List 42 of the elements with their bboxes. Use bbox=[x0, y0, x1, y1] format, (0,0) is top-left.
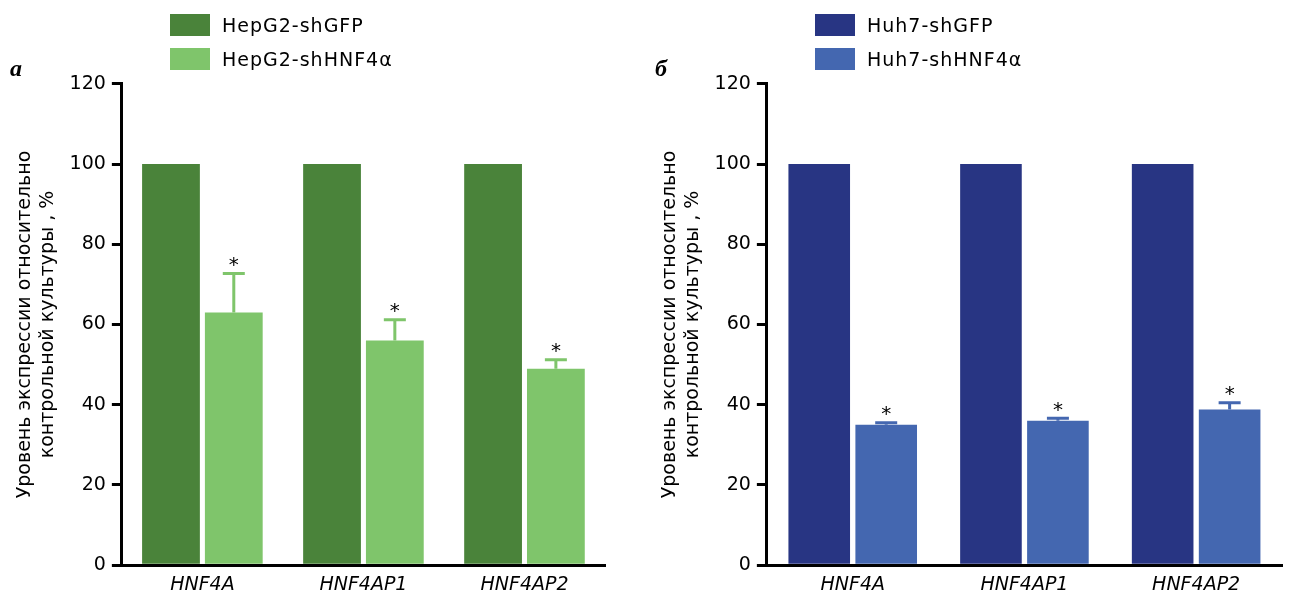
y-tick-label: 0 bbox=[93, 552, 106, 575]
y-tick-label: 100 bbox=[69, 150, 106, 173]
bar bbox=[960, 164, 1022, 564]
data-label: * bbox=[228, 251, 239, 276]
bar bbox=[1027, 420, 1089, 564]
chart-title: а bbox=[10, 54, 22, 81]
y-tick-label: 0 bbox=[738, 552, 751, 575]
data-label: * bbox=[1224, 380, 1235, 405]
y-tick-label: 20 bbox=[81, 471, 106, 494]
y-tick-label: 80 bbox=[726, 231, 751, 254]
bar bbox=[303, 164, 361, 564]
legend-label: Huh7-shGFP bbox=[867, 14, 994, 36]
bar bbox=[464, 164, 522, 564]
y-tick-label: 20 bbox=[726, 471, 751, 494]
y-axis-title: Уровень экспрессии относительно контрольной культуры , % bbox=[12, 150, 58, 499]
legend-label: HepG2-shGFP bbox=[222, 14, 364, 36]
legend-label: Huh7-shHNF4α bbox=[867, 48, 1023, 70]
y-tick-label: 100 bbox=[714, 150, 751, 173]
legend-label: HepG2-shHNF4α bbox=[222, 48, 393, 70]
data-label: * bbox=[881, 400, 892, 425]
x-tick-label: HNF4AP1 bbox=[319, 571, 408, 594]
x-tick-label: HNF4A bbox=[170, 571, 235, 594]
bar bbox=[1131, 164, 1194, 564]
y-tick-label: 80 bbox=[81, 231, 106, 254]
y-tick-label: 40 bbox=[726, 391, 751, 414]
chart-title: б bbox=[655, 54, 668, 81]
y-tick-label: 120 bbox=[714, 70, 751, 93]
y-tick-label: 60 bbox=[81, 311, 106, 334]
x-tick-label: HNF4AP2 bbox=[1152, 571, 1241, 594]
data-label: * bbox=[550, 338, 561, 363]
bar bbox=[788, 164, 851, 564]
bar bbox=[855, 424, 918, 564]
data-label: * bbox=[1052, 396, 1063, 421]
y-tick-label: 60 bbox=[726, 311, 751, 334]
y-tick-label: 120 bbox=[69, 70, 106, 93]
x-tick-label: HNF4A bbox=[820, 571, 885, 594]
y-axis-title: Уровень экспрессии относительно контрольной культуры , % bbox=[657, 150, 703, 499]
data-label: * bbox=[389, 297, 400, 322]
y-tick-label: 40 bbox=[81, 391, 106, 414]
x-tick-label: HNF4AP1 bbox=[980, 571, 1069, 594]
bar bbox=[142, 164, 200, 564]
x-tick-label: HNF4AP2 bbox=[480, 571, 569, 594]
